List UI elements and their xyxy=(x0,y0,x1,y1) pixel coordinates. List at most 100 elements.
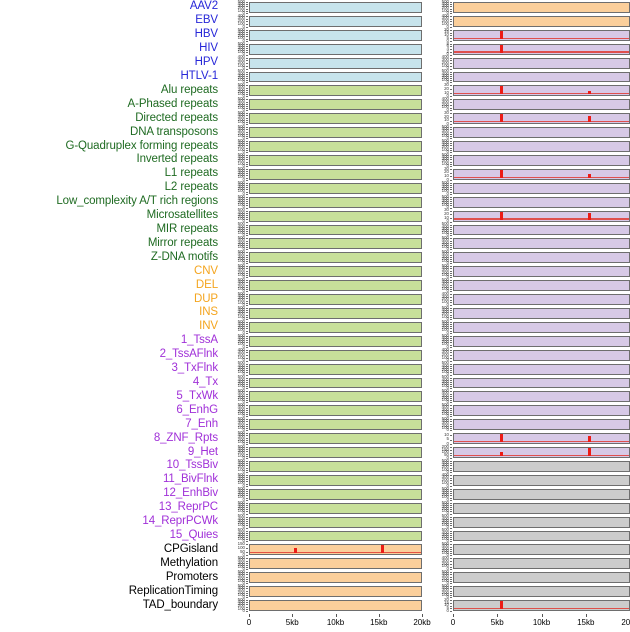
track-left-htlv-1: 0 100 200 300 400 500 xyxy=(226,68,422,85)
y-tick-mark xyxy=(246,490,248,492)
y-tick-mark xyxy=(246,65,248,67)
y-tick-mark xyxy=(246,121,248,123)
y-tick-mark xyxy=(450,238,452,240)
y-tick-mark xyxy=(450,282,452,284)
y-tick-mark xyxy=(246,231,248,233)
y-tick-mark xyxy=(450,372,452,374)
track-label-6-enhg: 6_EnhG xyxy=(176,403,218,416)
plot-area xyxy=(249,141,422,152)
y-tick-mark xyxy=(246,270,248,272)
y-tick-mark xyxy=(246,214,248,216)
track-label-inv: INV xyxy=(199,320,218,333)
y-tick-label: 0 xyxy=(446,399,449,405)
y-tick-label: 5 xyxy=(446,605,449,611)
x-tick-mark xyxy=(378,614,380,617)
y-tick-label: 100 xyxy=(441,188,449,194)
y-tick-mark xyxy=(450,286,452,288)
y-tick-mark xyxy=(246,405,248,407)
y-tick-label: 200 xyxy=(237,213,245,219)
y-tick-mark xyxy=(246,175,248,177)
y-tick-mark xyxy=(246,52,248,54)
y-tick-mark xyxy=(450,35,452,37)
y-tick-mark xyxy=(246,407,248,409)
y-tick-mark xyxy=(450,608,452,610)
y-tick-label: 400 xyxy=(237,320,245,326)
track-left-dna-transposons: 0 100 200 300 400 500 xyxy=(226,124,422,140)
y-tick-label: 400 xyxy=(237,487,245,493)
y-tick-mark xyxy=(246,560,248,562)
y-tick-label: 100 xyxy=(237,216,245,222)
y-tick-label: 100 xyxy=(441,563,449,569)
y-tick-label: 100 xyxy=(237,369,245,375)
track-left-mirror-repeats: 0 100 200 300 400 500 xyxy=(226,235,422,251)
y-tick-label: 100 xyxy=(237,480,245,486)
y-tick-mark xyxy=(450,201,452,203)
y-tick-mark xyxy=(246,395,248,397)
track-left-aav2: 0 100 200 300 400 500 xyxy=(226,0,422,15)
y-tick-label: 400 xyxy=(237,571,245,577)
y-tick-mark xyxy=(246,463,248,465)
y-tick-label: 200 xyxy=(237,33,245,39)
y-tick-label: 500 xyxy=(237,471,245,477)
y-tick-label: 300 xyxy=(237,100,245,106)
y-tick-label: 400 xyxy=(237,209,245,215)
plot-area xyxy=(453,99,630,111)
y-tick-mark xyxy=(246,201,248,203)
y-tick-mark xyxy=(246,360,248,362)
y-tick-label: 300 xyxy=(237,323,245,329)
y-tick-mark xyxy=(246,502,248,504)
y-tick-label: 0 xyxy=(242,162,245,168)
y-tick-mark xyxy=(450,182,452,184)
y-axis: 0 10 20 30 xyxy=(430,208,452,224)
plot-area xyxy=(453,419,630,431)
plot-area xyxy=(453,433,630,445)
y-tick-mark xyxy=(246,252,248,254)
y-tick-mark xyxy=(450,312,452,314)
y-tick-label: 30 xyxy=(444,82,449,88)
y-axis: 0 10 20 30 xyxy=(430,82,452,98)
y-axis: 0 100 200 300 400 500 xyxy=(430,194,452,210)
y-tick-mark xyxy=(246,504,248,506)
y-tick-label: 500 xyxy=(237,82,245,88)
y-tick-label: 200 xyxy=(441,200,449,206)
y-tick-mark xyxy=(450,578,452,580)
y-tick-label: 50 xyxy=(444,452,449,458)
y-tick-label: 0 xyxy=(446,371,449,377)
y-axis: 0 100 200 300 400 xyxy=(430,13,452,29)
y-tick-mark xyxy=(450,332,452,334)
track-left-mir-repeats: 0 100 200 300 400 500 xyxy=(226,221,422,238)
y-tick-label: 200 xyxy=(237,269,245,275)
y-tick-label: 400 xyxy=(237,28,245,34)
y-tick-mark xyxy=(246,286,248,288)
track-right-cpgisland: 0 100 200 300 400 500 xyxy=(430,541,630,557)
y-tick-label: 300 xyxy=(237,142,245,148)
y-tick-label: 500 xyxy=(441,235,449,241)
y-tick-label: 200 xyxy=(441,366,449,372)
y-tick-mark xyxy=(450,107,452,109)
y-tick-label: 400 xyxy=(441,404,449,410)
track-left-cpgisland: 0 50 100 150 xyxy=(226,541,422,557)
plot-area xyxy=(453,586,630,598)
track-label-l1-repeats: L1 repeats xyxy=(164,167,218,180)
y-tick-label: 500 xyxy=(441,276,449,282)
y-tick-label: 400 xyxy=(237,167,245,173)
y-tick-label: 500 xyxy=(441,582,449,588)
y-tick-label: 8 xyxy=(446,40,449,46)
y-tick-mark xyxy=(246,105,248,107)
track-right-alu-repeats: 0 10 20 30 xyxy=(430,82,630,98)
y-tick-label: 300 xyxy=(441,72,449,78)
y-tick-label: 200 xyxy=(237,422,245,428)
y-tick-label: 0 xyxy=(446,204,449,210)
y-tick-mark xyxy=(450,344,452,346)
y-tick-mark xyxy=(450,516,452,518)
y-tick-label: 300 xyxy=(441,545,449,551)
y-tick-label: 0 xyxy=(446,176,449,182)
y-tick-label: 300 xyxy=(237,476,245,482)
y-tick-label: 500 xyxy=(237,290,245,296)
y-tick-label: 0 xyxy=(242,51,245,57)
y-tick-mark xyxy=(246,291,248,293)
y-tick-mark xyxy=(450,541,452,543)
y-tick-label: 0 xyxy=(446,23,449,29)
y-tick-mark xyxy=(450,370,452,372)
